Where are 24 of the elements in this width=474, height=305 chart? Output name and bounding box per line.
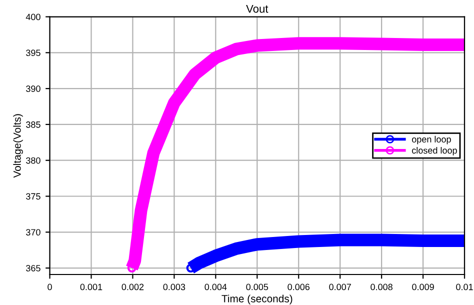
x-tick-label: 0.005 [246, 284, 268, 290]
x-tick-label: 0.004 [204, 284, 227, 290]
x-axis-title: Time (seconds) [222, 294, 292, 304]
y-axis-title: Voltage(Volts) [13, 114, 23, 178]
x-tick-label: 0.008 [370, 284, 392, 290]
x-tick-label: 0.006 [288, 284, 310, 290]
legend-label: open loop [412, 136, 451, 144]
y-tick-label: 400 [26, 14, 40, 20]
x-tick-label: 0.01 [456, 284, 473, 290]
legend-label: closed loop [412, 146, 457, 156]
x-tick-label: 0.001 [80, 284, 102, 290]
y-tick-label: 385 [26, 121, 40, 128]
y-tick-label: 380 [26, 157, 40, 164]
x-tick-label: 0.009 [412, 284, 434, 290]
y-tick-label: 375 [26, 193, 40, 200]
x-tick-label: 0.003 [163, 284, 186, 290]
x-tick-label: 0.007 [329, 284, 351, 290]
chart-title: Vout [246, 4, 268, 13]
y-tick-label: 390 [26, 86, 40, 92]
y-tick-label: 395 [26, 50, 40, 56]
x-tick-label: 0.002 [122, 284, 144, 290]
y-tick-label: 365 [26, 265, 40, 272]
y-tick-label: 370 [26, 229, 40, 236]
x-tick-label: 0 [48, 284, 52, 290]
